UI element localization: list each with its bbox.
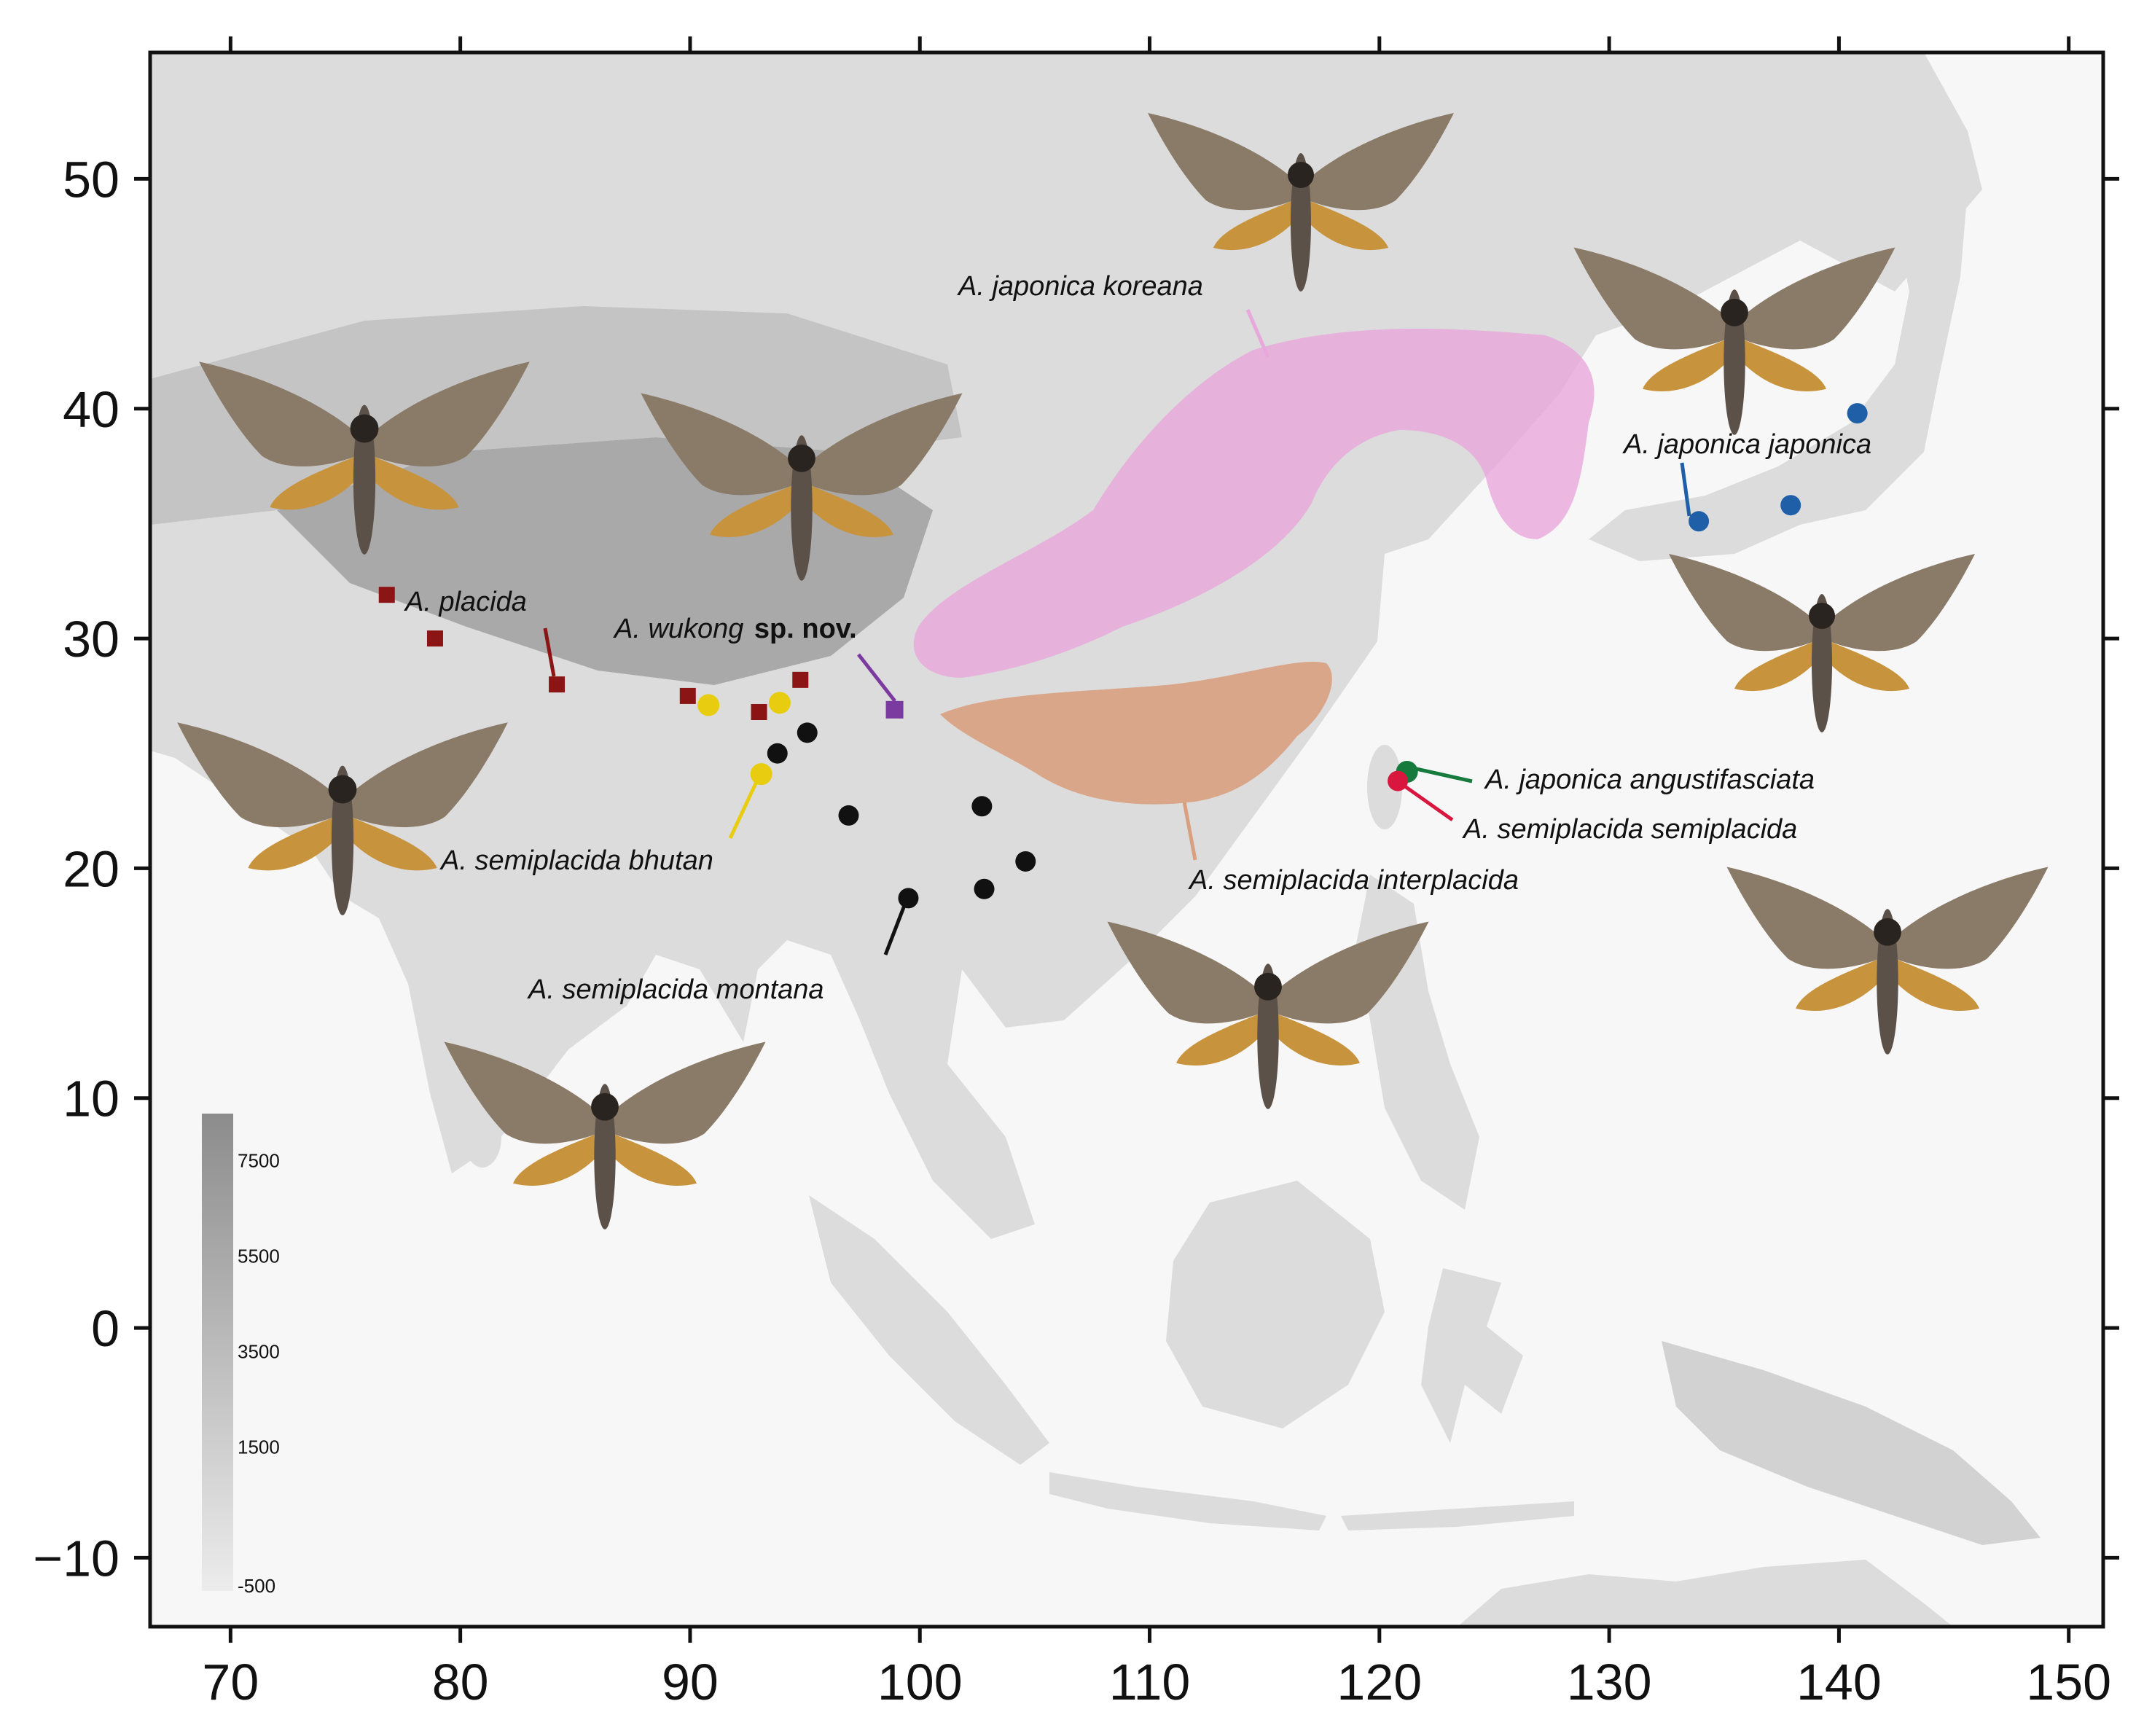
leader-interplacida	[1182, 801, 1197, 861]
map-frame	[148, 50, 2105, 1629]
elevation-scale-labels: 7500 5500 3500 1500 -500	[238, 1150, 280, 1598]
x-tick-label: 70	[202, 1654, 259, 1710]
scale-label: 7500	[238, 1150, 280, 1172]
interplacida-range	[940, 661, 1332, 805]
y-tick-label: 40	[63, 381, 120, 438]
elevation-scale-bar	[202, 1114, 233, 1591]
marker-montana	[898, 888, 919, 909]
marker-japonica-japonica	[1847, 403, 1868, 424]
marker-montana	[971, 796, 993, 817]
sulawesi-land	[1421, 1268, 1523, 1443]
record-markers	[378, 403, 1868, 909]
leader-wukong	[857, 653, 896, 703]
leader-placida	[543, 627, 556, 677]
scale-label: 5500	[238, 1246, 280, 1267]
scale-label: 1500	[238, 1436, 280, 1458]
x-tick-label: 130	[1567, 1654, 1652, 1710]
x-tick-label: 150	[2026, 1654, 2111, 1710]
axis-ticks	[134, 36, 2119, 1643]
marker-placida	[751, 703, 767, 720]
y-tick-label: 20	[63, 840, 120, 897]
label-placida: A. placida	[404, 587, 527, 617]
marker-placida	[549, 676, 566, 693]
marker-bhutan	[697, 694, 720, 716]
label-koreana: A. japonica koreana	[957, 271, 1203, 302]
lesser-sunda-land	[1341, 1501, 1574, 1530]
marker-montana	[797, 722, 818, 743]
marker-bhutan	[750, 763, 772, 786]
label-wukong: A. wukong sp. nov.	[613, 614, 857, 644]
marker-placida	[378, 587, 395, 603]
x-tick-label: 140	[1796, 1654, 1882, 1710]
leader-japonica	[1680, 462, 1691, 517]
label-wukong-name: A. wukong	[613, 614, 743, 644]
sumatra-land	[809, 1195, 1049, 1465]
label-semiplacida: A. semiplacida semiplacida	[1462, 814, 1797, 845]
marker-montana	[974, 878, 995, 899]
koreana-range	[913, 329, 1595, 678]
y-tick-label: 50	[63, 151, 120, 208]
marker-semiplacida	[1388, 770, 1409, 791]
marker-wukong	[885, 700, 904, 719]
new-guinea-land	[1662, 1341, 2041, 1545]
label-montana: A. semiplacida montana	[527, 974, 824, 1005]
x-tick-label: 120	[1337, 1654, 1422, 1710]
java-land	[1049, 1472, 1326, 1530]
x-tick-label: 80	[432, 1654, 489, 1710]
marker-montana	[838, 805, 859, 826]
marker-japonica-japonica	[1780, 495, 1801, 516]
y-tick-label: 30	[63, 611, 120, 668]
y-tick-label: −10	[33, 1530, 120, 1587]
marker-japonica-japonica	[1689, 511, 1710, 532]
y-tick-label: 10	[63, 1071, 120, 1127]
sri-lanka-land	[463, 1106, 501, 1168]
marker-montana	[1015, 851, 1036, 872]
label-japonica: A. japonica japonica	[1622, 429, 1871, 460]
japan-land	[1589, 131, 1968, 561]
borneo-land	[1166, 1181, 1385, 1428]
marker-placida	[426, 630, 443, 647]
leader-koreana	[1245, 309, 1270, 358]
taiwan-land	[1367, 745, 1402, 829]
label-bhutan: A. semiplacida bhutan	[439, 845, 713, 876]
x-tick-label: 90	[662, 1654, 719, 1710]
label-angustifasciata: A. japonica angustifasciata	[1484, 765, 1815, 795]
marker-placida	[792, 671, 809, 688]
marker-montana	[767, 743, 788, 764]
x-tick-label: 110	[1109, 1654, 1191, 1710]
scale-label: -500	[238, 1575, 275, 1597]
x-tick-label: 100	[877, 1654, 963, 1710]
marker-placida	[679, 687, 696, 704]
scale-label: 3500	[238, 1341, 280, 1363]
marker-bhutan	[768, 692, 791, 714]
australia-land	[1458, 1560, 1953, 1627]
leader-montana	[883, 897, 909, 955]
y-tick-label: 0	[91, 1300, 120, 1357]
label-wukong-status: sp. nov.	[754, 614, 857, 644]
label-interplacida: A. semiplacida interplacida	[1188, 865, 1519, 896]
leader-semiplacida	[1396, 779, 1454, 822]
